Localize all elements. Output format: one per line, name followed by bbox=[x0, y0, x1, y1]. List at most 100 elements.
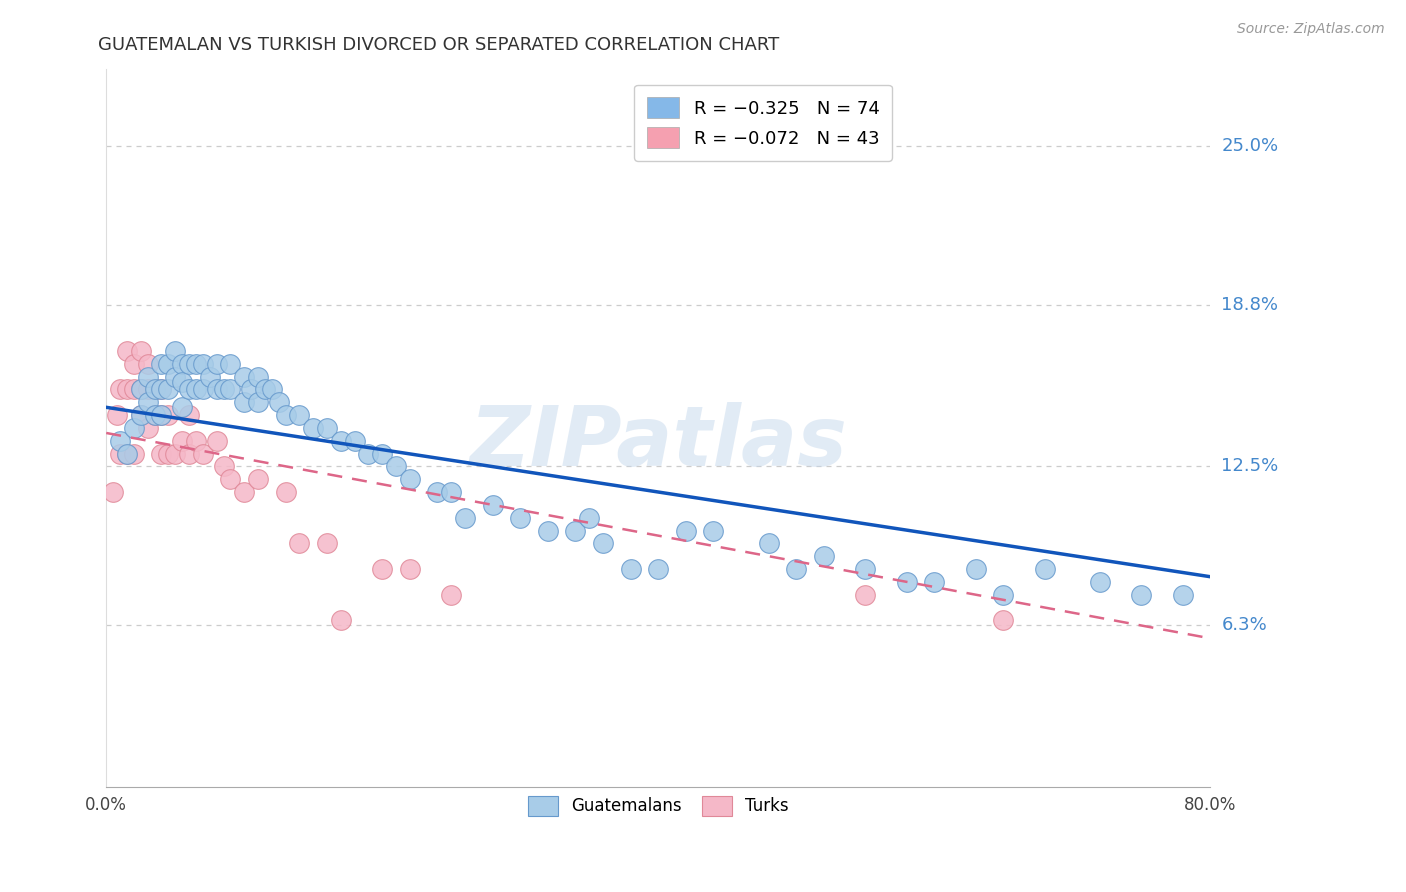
Point bbox=[247, 472, 270, 486]
Point bbox=[233, 369, 256, 384]
Point bbox=[108, 382, 131, 396]
Point bbox=[702, 524, 724, 538]
Point bbox=[329, 613, 352, 627]
Point bbox=[115, 343, 138, 358]
Legend: Guatemalans, Turks: Guatemalans, Turks bbox=[517, 786, 799, 826]
Point bbox=[136, 382, 159, 396]
Point bbox=[129, 343, 152, 358]
Point bbox=[316, 421, 339, 435]
Point bbox=[205, 357, 228, 371]
Point bbox=[233, 485, 256, 500]
Point bbox=[191, 357, 214, 371]
Point bbox=[509, 510, 531, 524]
Point bbox=[302, 421, 325, 435]
Point bbox=[172, 434, 194, 448]
Point bbox=[122, 446, 145, 460]
Text: 12.5%: 12.5% bbox=[1222, 458, 1278, 475]
Point bbox=[1130, 588, 1153, 602]
Point bbox=[122, 357, 145, 371]
Point bbox=[426, 485, 449, 500]
Point bbox=[316, 536, 339, 550]
Point bbox=[157, 408, 180, 422]
Point bbox=[592, 536, 614, 550]
Point bbox=[537, 524, 560, 538]
Point bbox=[184, 434, 207, 448]
Point bbox=[481, 498, 503, 512]
Point bbox=[267, 395, 290, 409]
Point bbox=[1171, 588, 1194, 602]
Point bbox=[205, 434, 228, 448]
Point bbox=[165, 446, 187, 460]
Point bbox=[233, 395, 256, 409]
Text: ZIPatlas: ZIPatlas bbox=[470, 401, 848, 483]
Point bbox=[177, 382, 200, 396]
Point bbox=[247, 369, 270, 384]
Point bbox=[184, 382, 207, 396]
Point bbox=[150, 446, 173, 460]
Point bbox=[260, 382, 283, 396]
Point bbox=[564, 524, 586, 538]
Point bbox=[965, 562, 987, 576]
Point bbox=[136, 395, 159, 409]
Point bbox=[108, 434, 131, 448]
Point bbox=[157, 382, 180, 396]
Point bbox=[172, 401, 194, 415]
Point bbox=[398, 562, 420, 576]
Point bbox=[177, 446, 200, 460]
Point bbox=[177, 408, 200, 422]
Point bbox=[991, 588, 1014, 602]
Point bbox=[454, 510, 477, 524]
Point bbox=[129, 382, 152, 396]
Point bbox=[122, 382, 145, 396]
Point bbox=[129, 408, 152, 422]
Point bbox=[357, 446, 380, 460]
Text: 18.8%: 18.8% bbox=[1222, 295, 1278, 314]
Point bbox=[191, 446, 214, 460]
Point bbox=[758, 536, 780, 550]
Point bbox=[143, 382, 166, 396]
Point bbox=[184, 357, 207, 371]
Point bbox=[240, 382, 263, 396]
Point bbox=[288, 408, 311, 422]
Text: Source: ZipAtlas.com: Source: ZipAtlas.com bbox=[1237, 22, 1385, 37]
Point bbox=[288, 536, 311, 550]
Point bbox=[219, 357, 242, 371]
Point bbox=[136, 369, 159, 384]
Point bbox=[647, 562, 669, 576]
Point bbox=[115, 382, 138, 396]
Point bbox=[385, 459, 408, 474]
Point bbox=[371, 562, 394, 576]
Point bbox=[198, 369, 221, 384]
Text: 25.0%: 25.0% bbox=[1222, 136, 1278, 154]
Point bbox=[247, 395, 270, 409]
Point bbox=[398, 472, 420, 486]
Point bbox=[165, 343, 187, 358]
Point bbox=[150, 382, 173, 396]
Point bbox=[150, 357, 173, 371]
Point bbox=[157, 446, 180, 460]
Point bbox=[253, 382, 276, 396]
Point bbox=[922, 574, 945, 589]
Point bbox=[219, 382, 242, 396]
Point bbox=[329, 434, 352, 448]
Point bbox=[165, 369, 187, 384]
Point bbox=[212, 459, 235, 474]
Point bbox=[205, 382, 228, 396]
Point bbox=[371, 446, 394, 460]
Point bbox=[896, 574, 918, 589]
Point bbox=[129, 382, 152, 396]
Point bbox=[105, 408, 128, 422]
Point bbox=[150, 382, 173, 396]
Point bbox=[1088, 574, 1111, 589]
Point bbox=[440, 588, 463, 602]
Point bbox=[620, 562, 643, 576]
Point bbox=[150, 408, 173, 422]
Text: GUATEMALAN VS TURKISH DIVORCED OR SEPARATED CORRELATION CHART: GUATEMALAN VS TURKISH DIVORCED OR SEPARA… bbox=[98, 36, 780, 54]
Text: 6.3%: 6.3% bbox=[1222, 616, 1267, 634]
Point bbox=[440, 485, 463, 500]
Point bbox=[172, 375, 194, 389]
Point bbox=[991, 613, 1014, 627]
Point bbox=[129, 408, 152, 422]
Point bbox=[578, 510, 600, 524]
Point bbox=[172, 357, 194, 371]
